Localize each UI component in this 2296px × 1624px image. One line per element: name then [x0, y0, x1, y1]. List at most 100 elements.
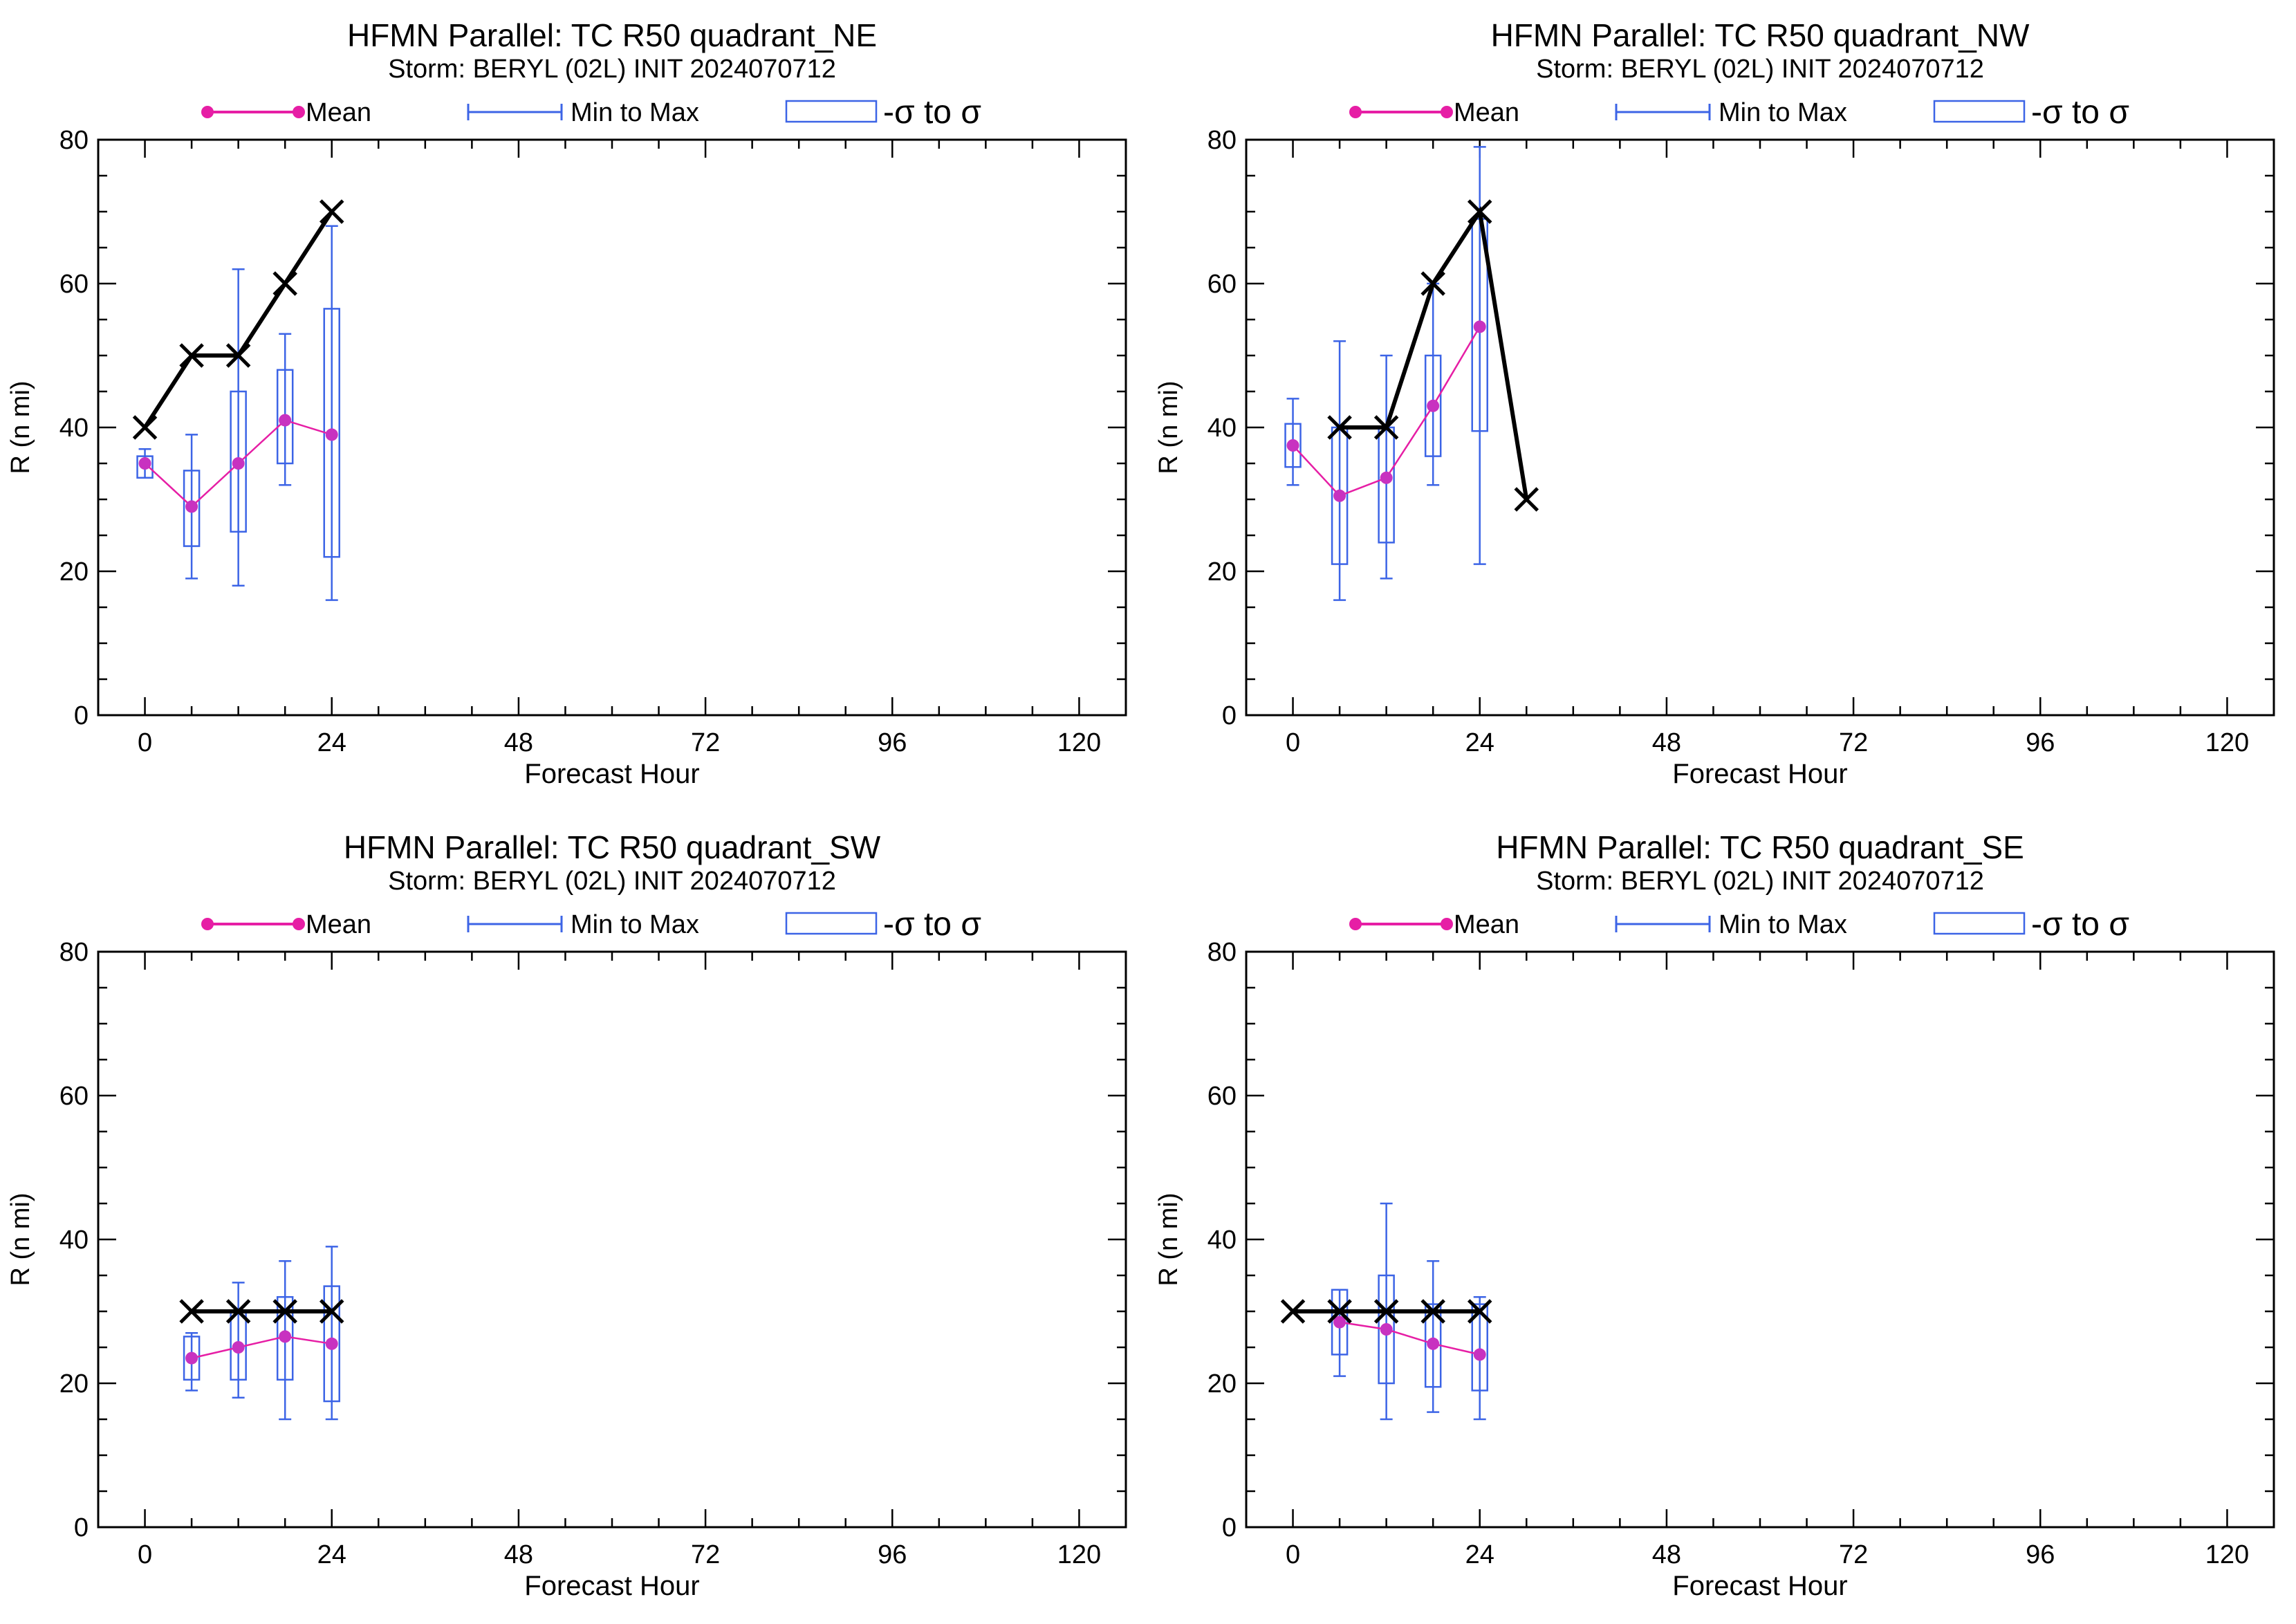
chart-panel-4: HFMN Parallel: TC R50 quadrant_SEStorm: … — [1154, 829, 2275, 1601]
legend-mean-marker — [201, 106, 214, 118]
sigma-box — [1284, 423, 1302, 468]
x-tick-label: 48 — [1652, 728, 1681, 757]
mean-point — [1427, 399, 1440, 412]
chart-subtitle: Storm: BERYL (02L) INIT 2024070712 — [1536, 55, 1984, 84]
sigma-box — [1378, 1274, 1395, 1385]
mean-point — [279, 414, 292, 427]
legend-sigma-box — [785, 912, 878, 935]
y-axis-label: R (n mi) — [6, 380, 35, 474]
x-tick-label: 72 — [691, 1540, 720, 1569]
x-tick-label: 72 — [1839, 1540, 1868, 1569]
y-tick-label: 40 — [1207, 414, 1237, 443]
y-tick-label: 20 — [1207, 557, 1237, 587]
observed-point — [1327, 415, 1352, 440]
x-tick-label: 48 — [1652, 1540, 1681, 1569]
y-tick-label: 20 — [59, 557, 89, 587]
legend-sigma-label: -σ to σ — [2031, 94, 2129, 131]
mean-point — [1333, 489, 1346, 502]
legend-sigma-label: -σ to σ — [2031, 906, 2129, 943]
y-tick-label: 0 — [1222, 701, 1237, 730]
x-tick-label: 48 — [504, 728, 533, 757]
mean-line — [1339, 1321, 1481, 1356]
sigma-box — [136, 455, 154, 479]
x-axis-label: Forecast Hour — [524, 759, 699, 789]
x-axis-label: Forecast Hour — [1672, 1571, 1847, 1601]
chart-title: HFMN Parallel: TC R50 quadrant_NW — [1491, 17, 2030, 53]
x-tick-label: 0 — [138, 1540, 152, 1569]
x-tick-label: 96 — [878, 1540, 907, 1569]
mean-point — [1380, 471, 1393, 484]
y-tick-label: 80 — [59, 938, 89, 967]
observed-point — [1467, 199, 1492, 224]
mean-point — [232, 1341, 245, 1354]
observed-point — [1327, 1299, 1352, 1324]
x-tick-label: 120 — [1057, 1540, 1101, 1569]
mean-point — [185, 1351, 198, 1365]
y-tick-label: 0 — [74, 1513, 89, 1542]
observed-point — [132, 415, 158, 440]
legend-minmax-label: Min to Max — [1719, 98, 1847, 127]
y-tick-label: 20 — [59, 1369, 89, 1399]
chart-subtitle: Storm: BERYL (02L) INIT 2024070712 — [1536, 867, 1984, 896]
chart-panel-1: HFMN Parallel: TC R50 quadrant_NEStorm: … — [6, 17, 1127, 789]
mean-point — [1427, 1337, 1440, 1350]
y-tick-label: 0 — [74, 701, 89, 730]
chart-subtitle: Storm: BERYL (02L) INIT 2024070712 — [388, 55, 836, 84]
legend-mean-label: Mean — [306, 98, 371, 127]
y-tick-label: 80 — [1207, 126, 1237, 155]
observed-point — [1467, 1299, 1492, 1324]
x-tick-label: 48 — [504, 1540, 533, 1569]
observed-point — [1373, 1299, 1399, 1324]
y-axis-label: R (n mi) — [6, 1192, 35, 1286]
sigma-box — [1424, 354, 1442, 457]
legend-minmax-label: Min to Max — [1719, 910, 1847, 939]
y-tick-label: 80 — [59, 126, 89, 155]
y-tick-label: 60 — [59, 1082, 89, 1111]
sigma-box — [1471, 1303, 1488, 1392]
x-tick-label: 72 — [691, 728, 720, 757]
legend-mean-label: Mean — [1454, 98, 1519, 127]
x-tick-label: 24 — [317, 1540, 346, 1569]
plot-frame — [1245, 138, 2275, 717]
legend-mean-marker — [293, 918, 305, 930]
legend-minmax-label: Min to Max — [571, 910, 699, 939]
mean-point — [325, 1337, 338, 1350]
legend-sigma-label: -σ to σ — [883, 906, 981, 943]
observed-point — [225, 343, 251, 368]
x-tick-label: 120 — [2205, 728, 2249, 757]
y-tick-label: 40 — [59, 414, 89, 443]
legend-sigma-box — [785, 100, 878, 123]
chart-panel-3: HFMN Parallel: TC R50 quadrant_SWStorm: … — [6, 829, 1127, 1601]
sigma-box — [1331, 1289, 1349, 1356]
mean-point — [185, 500, 198, 513]
y-tick-label: 40 — [59, 1226, 89, 1255]
legend-mean-marker — [1441, 918, 1453, 930]
observed-point — [319, 1299, 344, 1324]
mean-point — [232, 457, 245, 470]
mean-point — [279, 1330, 292, 1343]
mean-point — [138, 457, 151, 470]
x-tick-label: 96 — [2026, 1540, 2055, 1569]
sigma-box — [1378, 426, 1395, 544]
observed-point — [179, 1299, 204, 1324]
observed-point — [1514, 487, 1539, 512]
mean-point — [1380, 1323, 1393, 1336]
y-tick-label: 40 — [1207, 1226, 1237, 1255]
y-tick-label: 0 — [1222, 1513, 1237, 1542]
x-tick-label: 0 — [1286, 728, 1300, 757]
x-tick-label: 120 — [2205, 1540, 2249, 1569]
y-axis-label: R (n mi) — [1154, 380, 1183, 474]
x-axis-label: Forecast Hour — [1672, 759, 1847, 789]
legend-mean-marker — [1441, 106, 1453, 118]
observed-point — [1420, 271, 1445, 296]
x-tick-label: 96 — [878, 728, 907, 757]
x-tick-label: 24 — [317, 728, 346, 757]
legend-mean-label: Mean — [306, 910, 371, 939]
y-tick-label: 60 — [59, 270, 89, 299]
sigma-box — [230, 390, 247, 533]
x-tick-label: 24 — [1465, 728, 1494, 757]
sigma-box — [183, 470, 201, 547]
legend-minmax-label: Min to Max — [571, 98, 699, 127]
chart-title: HFMN Parallel: TC R50 quadrant_NE — [347, 17, 877, 53]
legend-sigma-label: -σ to σ — [883, 94, 981, 131]
